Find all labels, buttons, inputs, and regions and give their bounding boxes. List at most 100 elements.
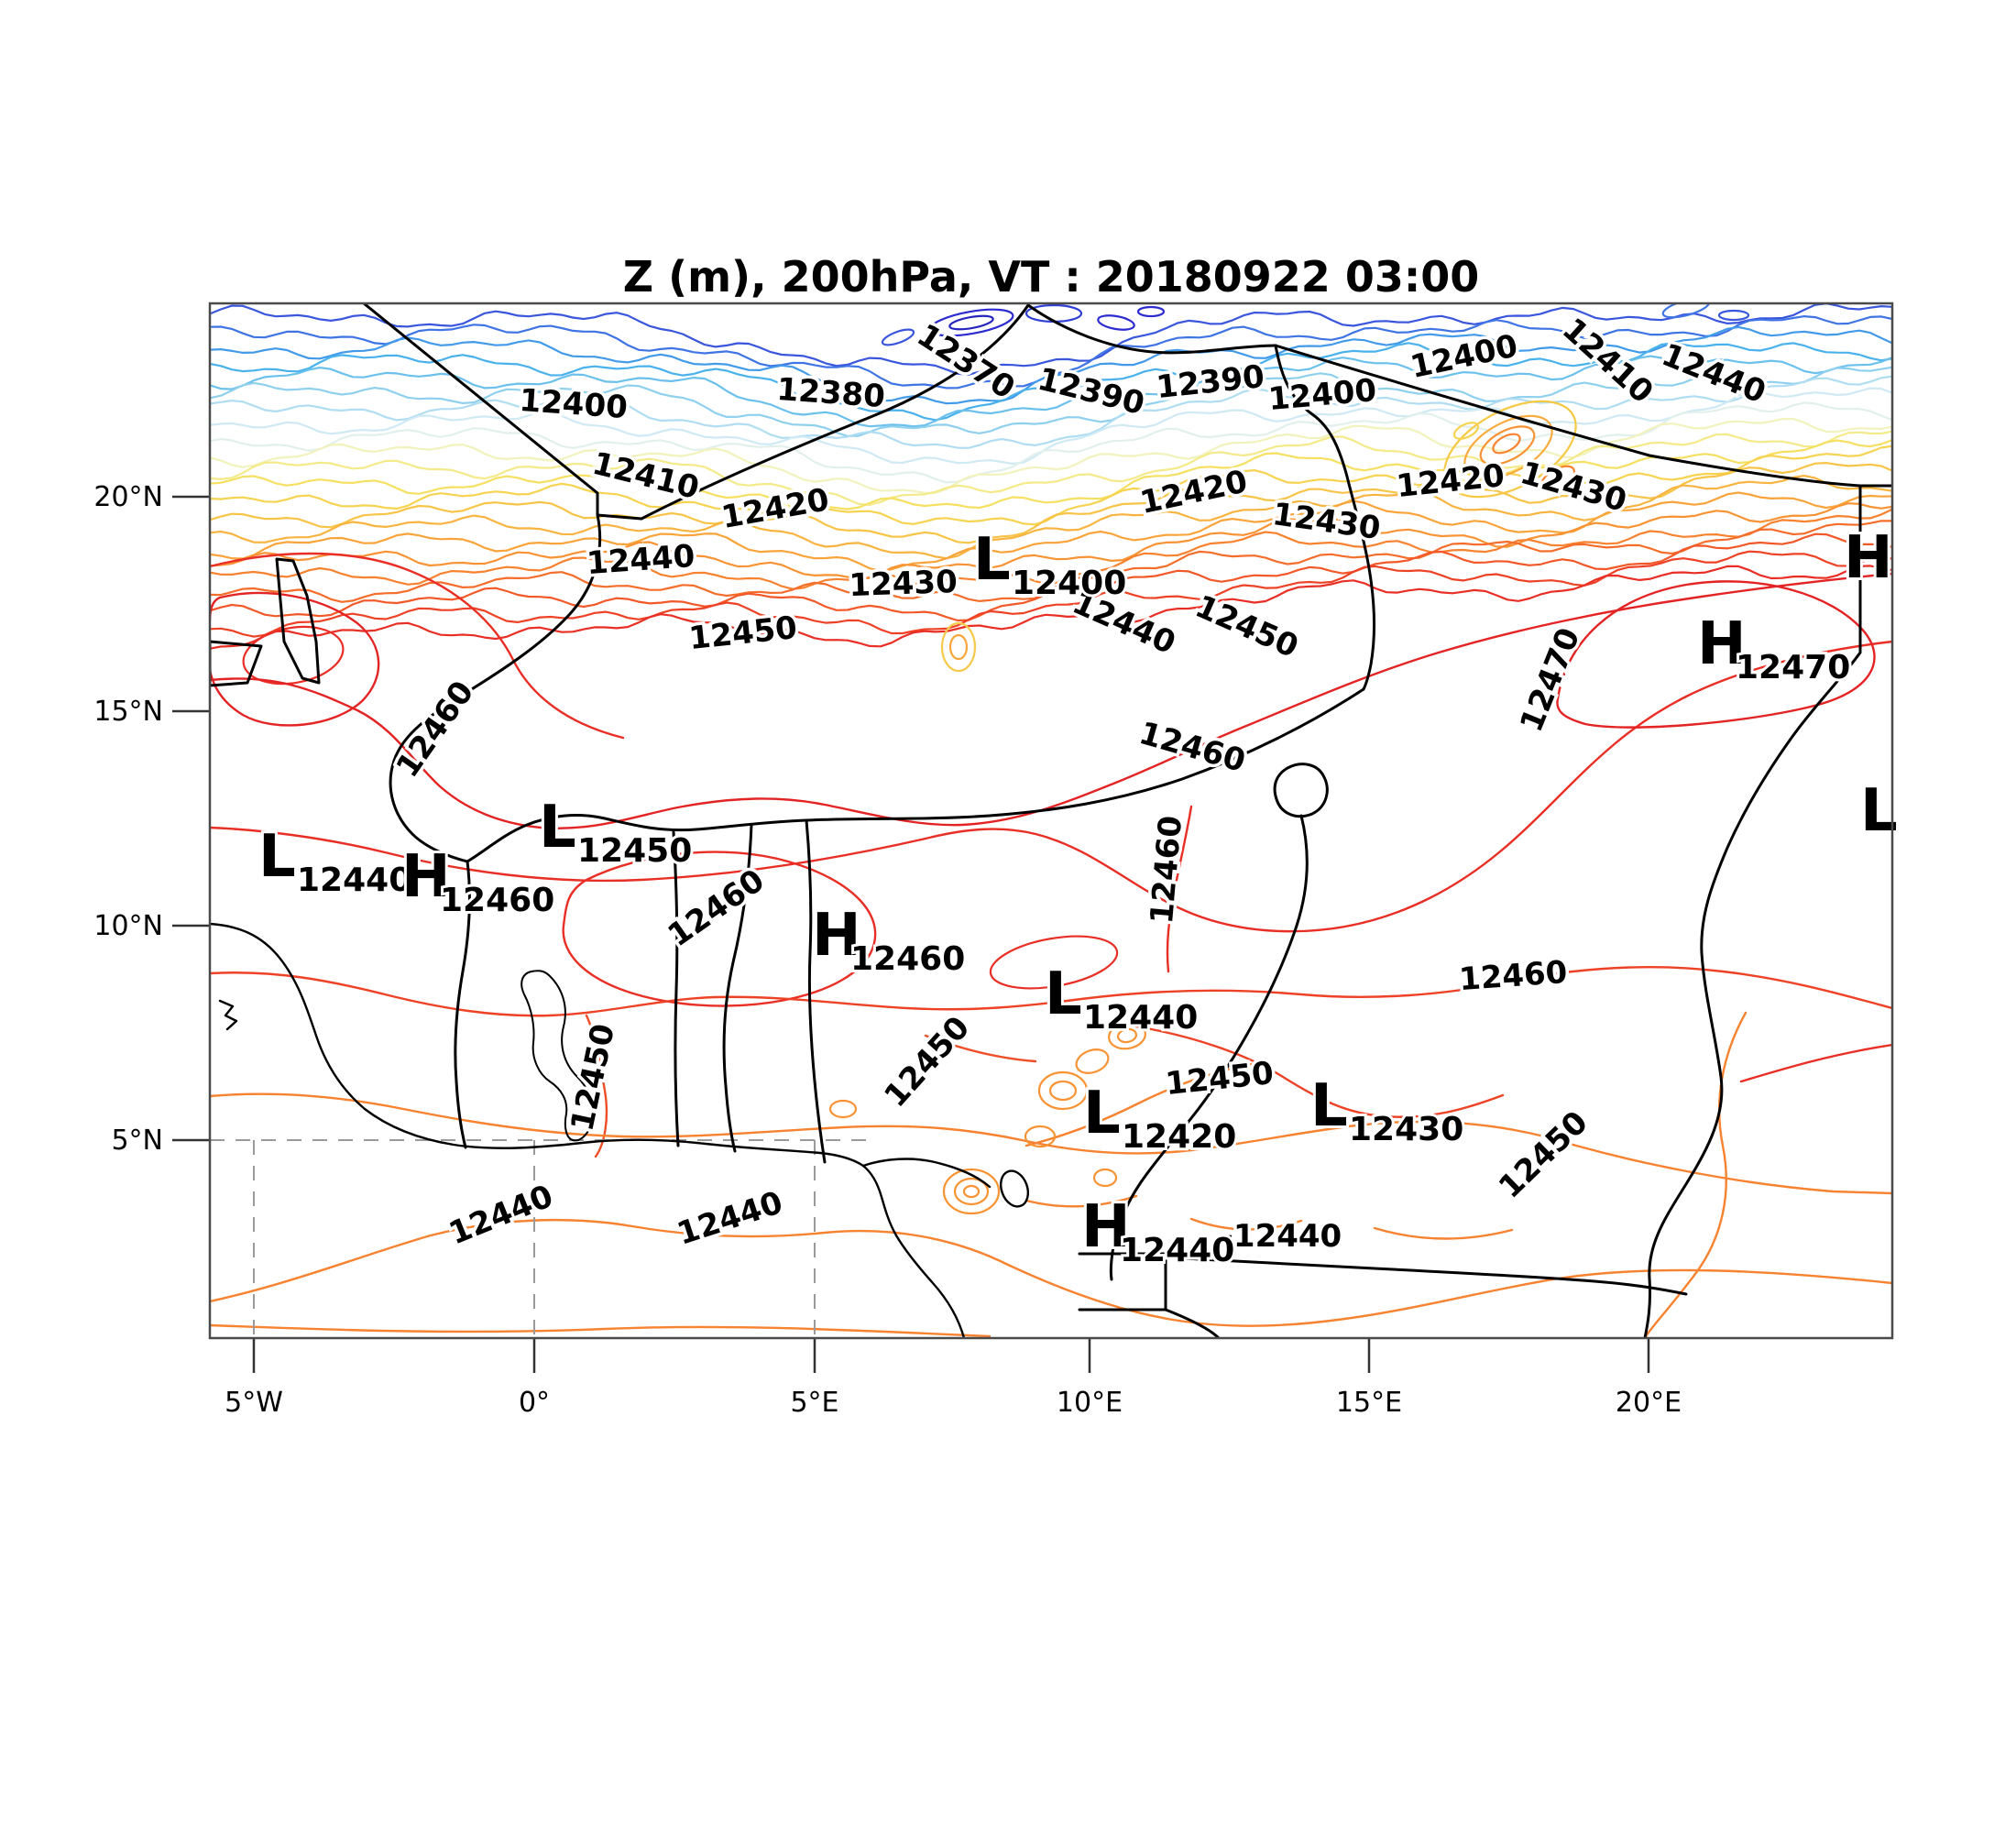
map-frame <box>208 302 1894 1340</box>
contour-closed-loop <box>1024 1125 1057 1148</box>
country-border <box>454 860 471 1149</box>
center-value: 12450 <box>577 832 692 870</box>
country-border <box>1164 1308 1221 1338</box>
country-border <box>1109 814 1309 1281</box>
contour-line-orange <box>1024 1061 1257 1147</box>
center-value: 12440 <box>297 862 411 899</box>
low-center: L 12430 <box>1308 1070 1466 1151</box>
center-value: 12440 <box>1083 999 1198 1037</box>
coastline <box>218 999 238 1031</box>
contour-closed-loop <box>1108 1021 1146 1050</box>
contour-closed-loop <box>1048 1080 1078 1102</box>
center-letter: L <box>1310 1072 1348 1140</box>
contour-line <box>210 342 1892 422</box>
center-letter: L <box>539 794 576 862</box>
contours-orange-south <box>210 1011 1892 1338</box>
contour-line <box>210 462 1892 544</box>
contour-line <box>210 417 1892 494</box>
country-border <box>805 818 827 1164</box>
contour-closed-loop <box>1075 1048 1110 1074</box>
contour-line <box>210 325 1892 405</box>
contour-value-label: 12460 <box>1458 954 1569 998</box>
lake-volta <box>520 970 594 1142</box>
center-value: 12470 <box>1736 649 1850 686</box>
contour-line <box>210 565 1892 650</box>
contour-line <box>210 550 1892 638</box>
contour-line <box>210 445 1892 526</box>
contour-value-label: 12390 <box>1034 361 1147 423</box>
contour-line-red <box>210 640 1892 933</box>
contour-line <box>210 366 1892 437</box>
contour-line <box>210 303 1892 376</box>
contour-line-orange <box>1373 1226 1514 1240</box>
center-value: 12420 <box>1122 1118 1236 1156</box>
contour-closed-loop <box>1661 303 1711 319</box>
contour-line <box>210 532 1892 622</box>
contour-closed-loop <box>881 328 915 346</box>
contour-closed-loops <box>242 303 1750 990</box>
contour-value-label: 12460 <box>1135 715 1250 780</box>
lat-tick-label: 5°N <box>111 1125 163 1157</box>
country-border <box>672 830 680 1147</box>
center-value: 12430 <box>1349 1111 1463 1148</box>
contour-closed-loop <box>828 1099 858 1119</box>
contour-value-label: 12410 <box>1555 311 1660 411</box>
contour-value-label: 12440 <box>586 538 696 582</box>
country-border <box>275 557 321 685</box>
contour-line-red <box>1556 580 1876 729</box>
contour-value-label: 12450 <box>564 1021 622 1135</box>
graticule-dashed <box>210 1139 866 1338</box>
contour-value-label: 12470 <box>1513 623 1587 738</box>
contour-closed-loop <box>1717 309 1750 322</box>
country-border <box>1078 1252 1167 1312</box>
lon-tick-label: 15°E <box>1336 1387 1402 1419</box>
contours-red-mid <box>210 552 1892 1158</box>
country-border <box>695 687 1365 831</box>
contour-closed-loop <box>928 308 1014 337</box>
contour-closed-loop <box>1479 425 1536 466</box>
contour-closed-loop <box>1539 465 1576 492</box>
country-border <box>362 303 643 521</box>
contour-line <box>210 401 1892 484</box>
contour-line-red <box>924 1034 1037 1063</box>
center-letter: H <box>1697 610 1747 678</box>
lon-tick-label: 20°E <box>1616 1387 1682 1419</box>
contour-band-gradient <box>210 303 1892 650</box>
contour-line-orange <box>210 1323 992 1338</box>
contour-value-label: 12450 <box>1492 1104 1595 1206</box>
contour-closed-loop <box>953 1177 990 1206</box>
contour-value-label: 12430 <box>1517 455 1631 520</box>
contour-line <box>210 439 1892 510</box>
contour-closed-loop <box>242 625 345 686</box>
contour-value-label: 12380 <box>775 371 886 415</box>
contour-line <box>210 430 1892 506</box>
contour-line-red <box>1134 1025 1505 1118</box>
contour-value-label: 12450 <box>1189 588 1303 666</box>
contour-value-label: 12440 <box>673 1184 787 1253</box>
contour-line-orange <box>1189 1217 1303 1231</box>
center-letter: L <box>1083 1080 1121 1147</box>
country-border <box>640 303 1030 521</box>
contour-line-orange <box>1024 1194 1138 1208</box>
contour-value-label: 12390 <box>1155 358 1266 406</box>
country-border <box>1273 763 1329 818</box>
contour-line-red <box>1166 805 1193 973</box>
contour-line <box>210 491 1892 572</box>
island-bioko <box>999 1169 1030 1208</box>
center-value: 12460 <box>440 882 554 919</box>
center-value: 12400 <box>1012 565 1126 602</box>
center-letter: L <box>258 823 296 891</box>
country-border <box>1164 1256 1688 1296</box>
lat-tick-label: 15°N <box>93 696 163 728</box>
lon-tick-label: 5°W <box>225 1387 283 1419</box>
country-border <box>1643 484 1862 1338</box>
low-center: L 12450 <box>536 791 695 873</box>
contour-closed-loop <box>1452 422 1480 440</box>
contour-value-label: 12460 <box>389 675 482 785</box>
contour-line <box>210 520 1892 603</box>
contour-line-orange <box>1643 1011 1748 1338</box>
country-border <box>466 814 698 863</box>
